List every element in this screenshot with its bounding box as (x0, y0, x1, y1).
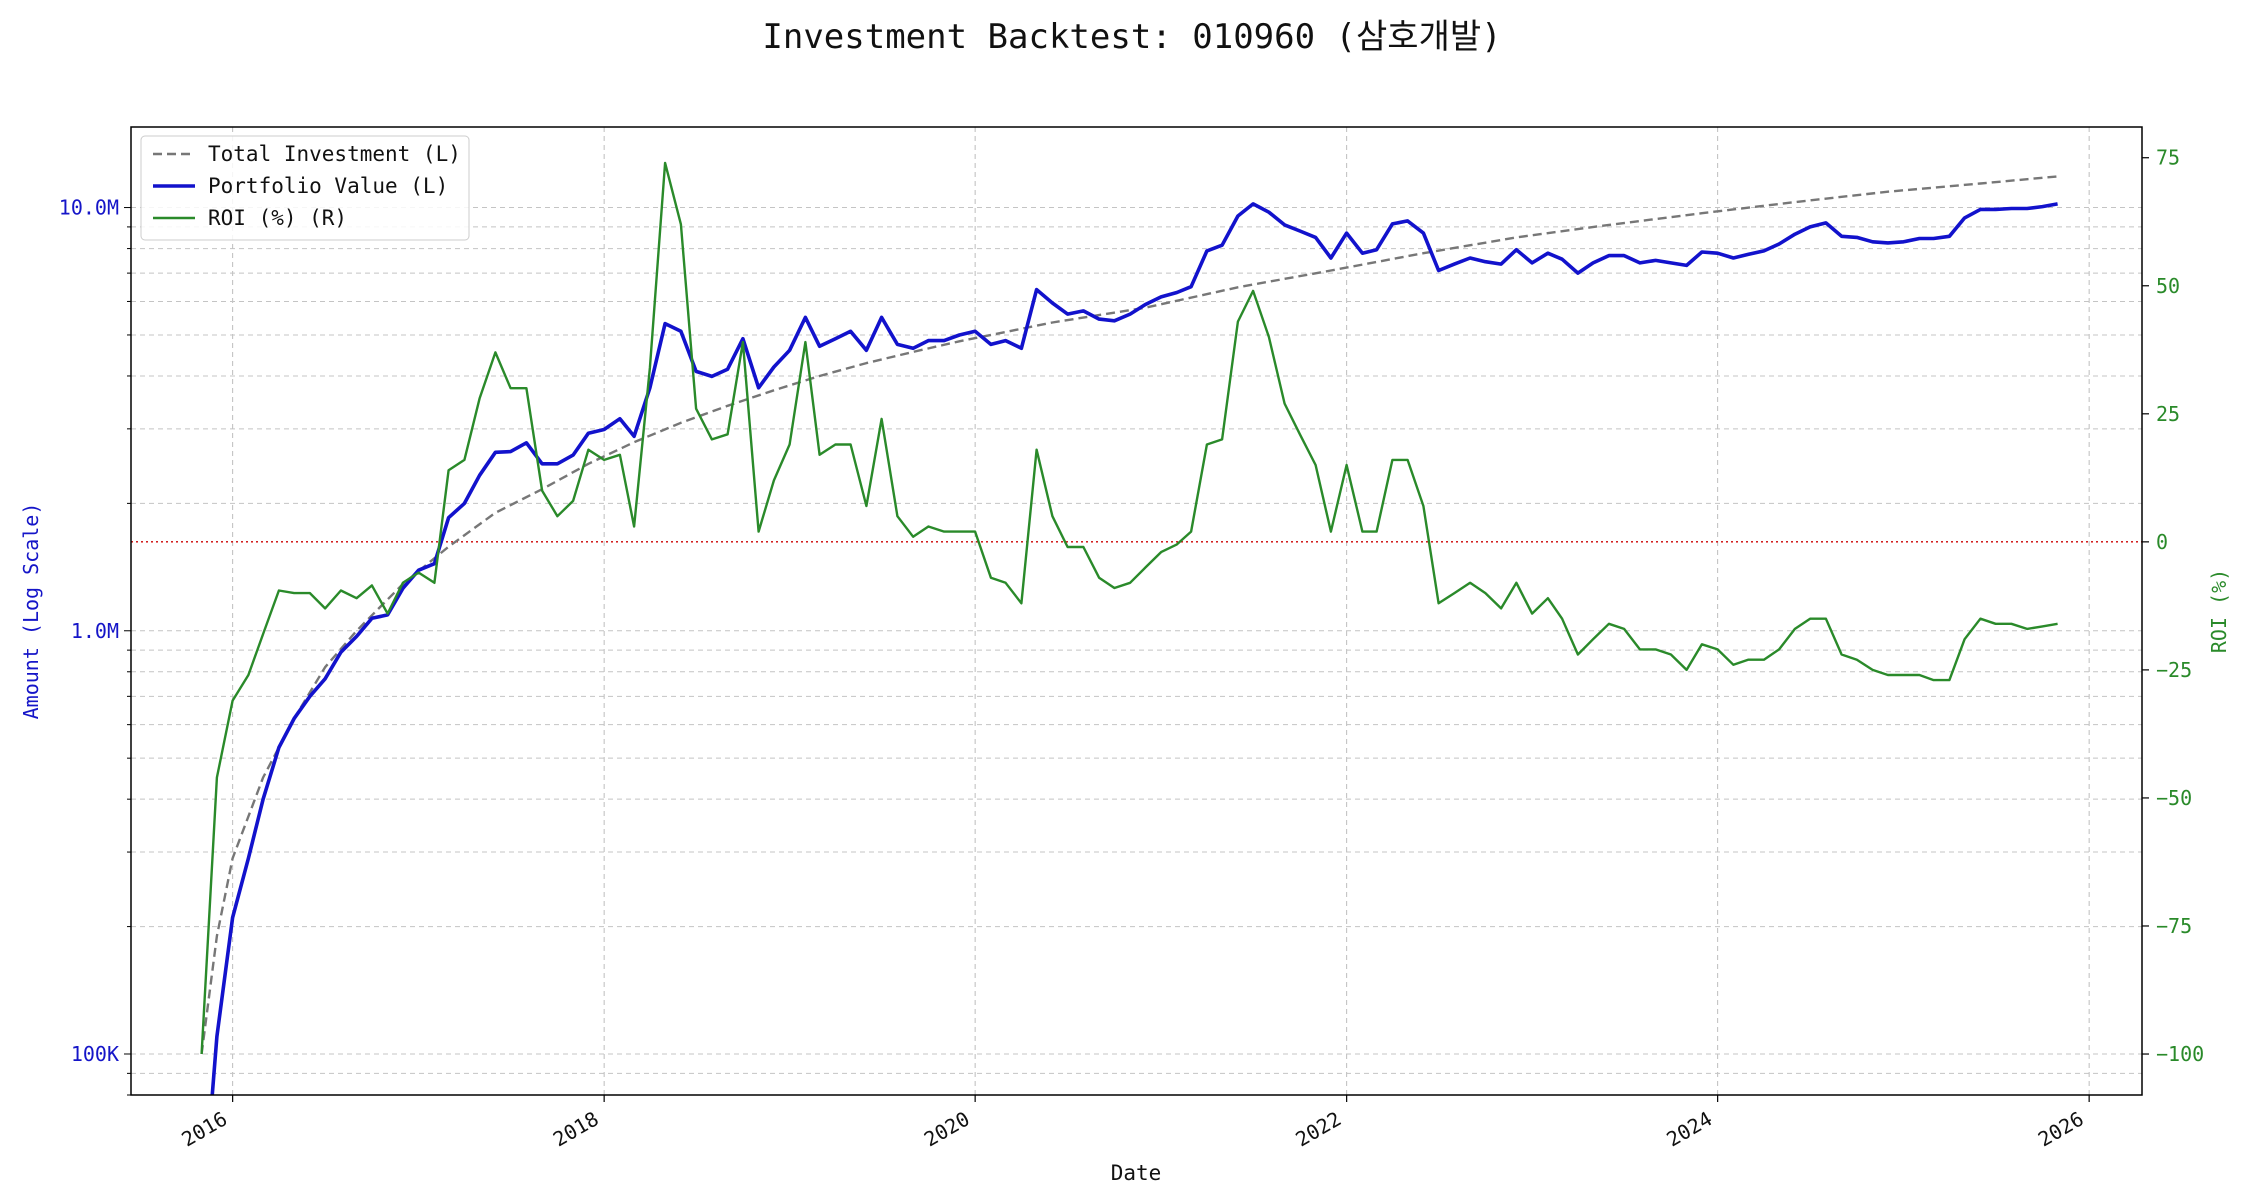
legend-box (140, 135, 470, 241)
y-right-tick-label: 25 (2156, 402, 2180, 426)
y-right-tick-label: 50 (2156, 274, 2180, 298)
series-layer (200, 161, 2058, 1095)
y-right-tick-label: −75 (2156, 914, 2192, 938)
y-right-tick-label: 0 (2156, 530, 2168, 554)
legend-label-portfolio-value: Portfolio Value (L) (208, 174, 448, 198)
y-right-tick-label: −50 (2156, 786, 2192, 810)
y-left-tick-label: 10.0M (59, 196, 119, 220)
y-right-tick-label: 75 (2156, 146, 2180, 170)
right-axis-label: ROI (%) (2207, 569, 2231, 653)
plot-frame (130, 126, 2143, 1096)
total-investment-line (200, 175, 2058, 1055)
legend: Total Investment (L) Portfolio Value (L)… (140, 135, 470, 241)
y-right-tick-label: −25 (2156, 658, 2192, 682)
roi-line (200, 161, 2058, 1055)
chart-title: Investment Backtest: 010960 (삼호개발) (762, 17, 1501, 57)
legend-label-total-investment: Total Investment (L) (208, 142, 461, 166)
portfolio-value-line (210, 202, 2058, 1095)
y-left-tick-label: 1.0M (71, 619, 119, 643)
legend-label-roi: ROI (%) (R) (208, 206, 347, 230)
left-axis-label: Amount (Log Scale) (19, 503, 43, 720)
y-left-tick-label: 100K (71, 1042, 119, 1066)
x-axis-label: Date (1111, 1161, 1162, 1185)
y-right-tick-label: −100 (2156, 1042, 2204, 1066)
